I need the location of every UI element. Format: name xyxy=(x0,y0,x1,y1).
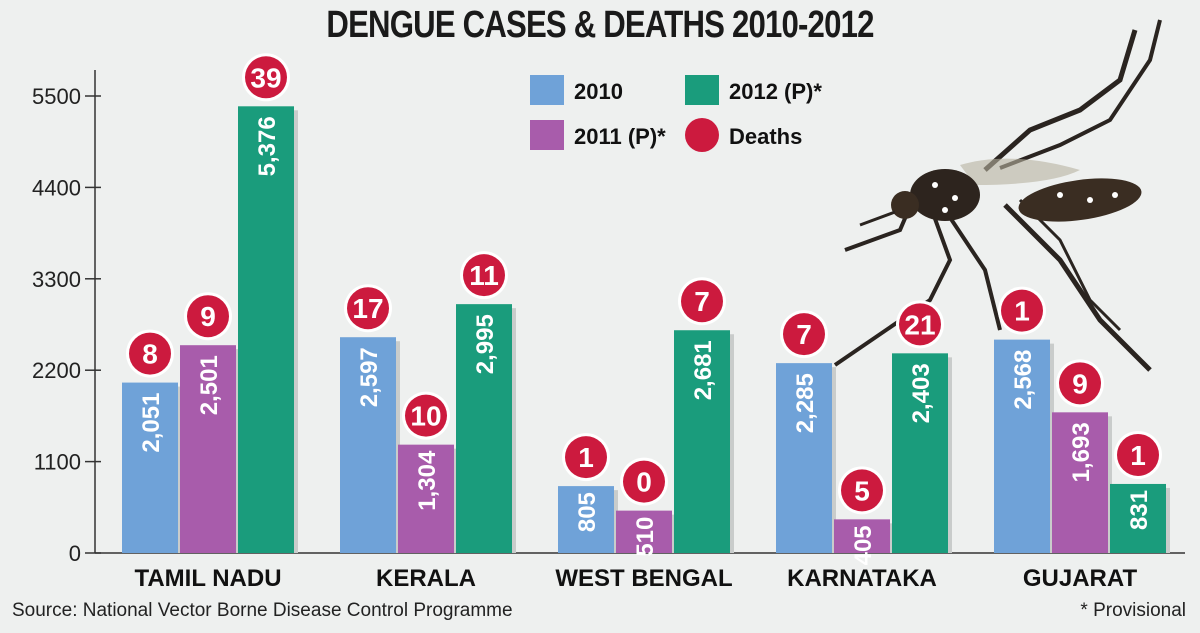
y-tick-label: 1100 xyxy=(34,450,81,475)
bar-2012p xyxy=(892,353,948,553)
bar-value-label: 2,403 xyxy=(908,363,935,423)
death-circle xyxy=(681,280,723,323)
bar-value-label: 1,304 xyxy=(414,450,441,511)
bar-value-label: 805 xyxy=(574,492,601,532)
legend-swatch xyxy=(530,75,564,105)
category-label: GUJARAT xyxy=(1023,565,1138,592)
legend-swatch xyxy=(530,120,564,150)
death-count: 1 xyxy=(578,442,594,473)
bar-value-label: 831 xyxy=(1126,490,1153,530)
death-circle xyxy=(1117,433,1159,476)
bar-2010 xyxy=(558,486,614,553)
bar-2012p xyxy=(674,330,730,553)
death-circle xyxy=(783,313,825,356)
death-circle xyxy=(129,332,171,375)
death-circle xyxy=(623,460,665,503)
legend-label: 2012 (P)* xyxy=(729,79,822,104)
category-label: TAMIL NADU xyxy=(134,565,281,592)
legend-label: 2011 (P)* xyxy=(574,124,666,149)
death-count: 39 xyxy=(250,62,281,93)
category-label: WEST BENGAL xyxy=(555,565,732,592)
y-tick-label: 3300 xyxy=(32,267,81,292)
bar-value-label: 2,501 xyxy=(196,355,223,415)
death-count: 5 xyxy=(854,475,870,506)
death-count: 21 xyxy=(904,309,935,340)
bar-value-label: 510 xyxy=(632,517,659,557)
death-count: 7 xyxy=(694,286,710,317)
bar-value-label: 2,597 xyxy=(356,347,383,407)
source-note: Source: National Vector Borne Disease Co… xyxy=(12,600,513,621)
death-circle xyxy=(347,287,389,330)
bar-value-label: 2,051 xyxy=(138,393,165,453)
bar-2010 xyxy=(340,337,396,553)
death-circle xyxy=(1059,362,1101,405)
death-count: 0 xyxy=(636,467,652,498)
legend-swatch xyxy=(685,75,719,105)
bar-2010 xyxy=(776,363,832,553)
death-circle xyxy=(565,436,607,479)
death-circle xyxy=(899,303,941,346)
y-tick-label: 5500 xyxy=(32,84,81,109)
bar-2010 xyxy=(122,382,178,553)
bar-2012p xyxy=(1110,483,1166,553)
death-count: 1 xyxy=(1014,296,1030,327)
chart-title: DENGUE CASES & DEATHS 2010-2012 xyxy=(326,4,874,46)
bar-2011p xyxy=(398,444,454,553)
category-label: KERALA xyxy=(376,565,476,592)
legend-label: 2010 xyxy=(574,79,623,104)
y-tick-label: 4400 xyxy=(32,175,81,200)
category-label: KARNATAKA xyxy=(787,565,937,592)
bar-value-label: 5,376 xyxy=(254,116,281,176)
death-circle xyxy=(405,394,447,437)
bar-2011p xyxy=(180,345,236,553)
death-count: 7 xyxy=(796,319,812,350)
provisional-footnote: * Provisional xyxy=(1080,600,1186,621)
death-circle xyxy=(463,254,505,297)
death-circle xyxy=(1001,289,1043,332)
death-count: 9 xyxy=(200,301,216,332)
death-count: 9 xyxy=(1072,368,1088,399)
bar-2012p xyxy=(238,106,294,553)
bar-value-label: 2,681 xyxy=(690,340,717,400)
bar-value-label: 2,568 xyxy=(1010,350,1037,410)
bar-value-label: 2,995 xyxy=(472,314,499,374)
bar-2011p xyxy=(834,519,890,553)
bar-2011p xyxy=(616,510,672,553)
legend-swatch xyxy=(685,118,719,152)
bar-value-label: 1,693 xyxy=(1068,422,1095,482)
bar-2010 xyxy=(994,339,1050,553)
death-count: 11 xyxy=(469,260,499,291)
bar-2011p xyxy=(1052,412,1108,553)
death-circle xyxy=(187,295,229,338)
y-tick-label: 0 xyxy=(69,541,81,566)
death-count: 1 xyxy=(1130,440,1146,471)
bar-2012p xyxy=(456,304,512,553)
death-count: 10 xyxy=(410,401,441,432)
bar-value-label: 405 xyxy=(850,525,877,565)
death-circle xyxy=(245,56,287,99)
death-circle xyxy=(841,469,883,512)
legend: 2010 2012 (P)* 2011 (P)* Deaths xyxy=(530,75,822,152)
y-tick-label: 2200 xyxy=(32,358,81,383)
legend-label: Deaths xyxy=(729,124,802,149)
mosquito-illustration xyxy=(833,19,1162,372)
bar-value-label: 2,285 xyxy=(792,373,819,433)
death-count: 8 xyxy=(142,339,158,370)
death-count: 17 xyxy=(352,293,383,324)
